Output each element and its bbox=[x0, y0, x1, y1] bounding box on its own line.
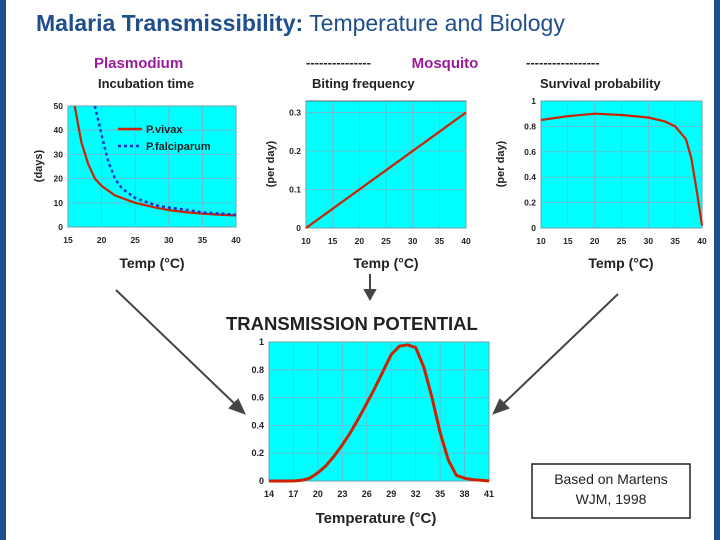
arrow-center-head bbox=[363, 289, 377, 302]
mosquito-dash-left: --------------- bbox=[306, 55, 371, 70]
x-tick-label: 38 bbox=[460, 489, 470, 499]
series-line-2 bbox=[93, 105, 237, 217]
x-tick-label: 20 bbox=[97, 235, 107, 245]
chart-1: 0 10 20 30 40 50 15 20 25 30 35 40 Incubation time Te… bbox=[33, 76, 241, 271]
x-tick-label: 35 bbox=[435, 489, 445, 499]
y-tick-label: 0.2 bbox=[251, 448, 264, 458]
x-axis-label: Temp (°C) bbox=[353, 255, 418, 271]
x-axis-label: Temp (°C) bbox=[119, 255, 184, 271]
slide: Malaria Transmissibility: Temperature an… bbox=[6, 0, 714, 540]
x-tick-label: 25 bbox=[617, 236, 627, 246]
series-line-1 bbox=[305, 111, 467, 229]
x-tick-label: 35 bbox=[198, 235, 208, 245]
legend-label-2: P.falciparum bbox=[146, 141, 211, 153]
x-tick-label: 15 bbox=[563, 236, 573, 246]
mosquito-dash-right: ----------------- bbox=[526, 55, 600, 70]
y-tick-label: 0.2 bbox=[289, 146, 301, 156]
y-tick-label: 0.6 bbox=[524, 147, 536, 157]
x-tick-label: 41 bbox=[484, 489, 494, 499]
series-line-1 bbox=[540, 112, 704, 226]
arrow-right-head bbox=[492, 398, 510, 415]
x-tick-label: 30 bbox=[644, 236, 654, 246]
x-tick-label: 10 bbox=[301, 236, 311, 246]
y-tick-label: 0.6 bbox=[251, 393, 264, 403]
y-tick-label: 30 bbox=[54, 149, 64, 159]
plot-area bbox=[268, 341, 490, 482]
y-tick-label: 0.8 bbox=[251, 365, 264, 375]
x-tick-label: 32 bbox=[411, 489, 421, 499]
y-tick-label: 50 bbox=[54, 101, 64, 111]
x-axis-label: Temperature (°C) bbox=[316, 510, 437, 527]
x-tick-label: 20 bbox=[313, 489, 323, 499]
series-line-1 bbox=[73, 105, 237, 217]
chart-title: Biting frequency bbox=[312, 76, 415, 91]
chart-2: 0 0.1 0.2 0.3 10 15 20 25 30 35 40 Biting frequency… bbox=[265, 76, 471, 271]
y-tick-label: 40 bbox=[54, 125, 64, 135]
chart-title: Survival probability bbox=[540, 76, 661, 91]
chart-title: Incubation time bbox=[98, 76, 194, 91]
arrow-left-head bbox=[228, 398, 246, 415]
x-tick-label: 17 bbox=[288, 489, 298, 499]
x-tick-label: 35 bbox=[670, 236, 680, 246]
y-axis-label: (days) bbox=[33, 149, 45, 182]
x-tick-label: 40 bbox=[231, 235, 241, 245]
chart-4: 0 0.2 0.4 0.6 0.8 1 14 17 20 23 26 29 32 35 38 41 TRANSM… bbox=[226, 313, 494, 527]
y-tick-label: 20 bbox=[54, 174, 64, 184]
x-tick-label: 29 bbox=[386, 489, 396, 499]
y-axis-label: (per day) bbox=[495, 140, 507, 187]
x-tick-label: 40 bbox=[461, 236, 471, 246]
y-tick-label: 10 bbox=[54, 198, 64, 208]
x-tick-label: 25 bbox=[130, 235, 140, 245]
y-tick-label: 1 bbox=[531, 96, 536, 106]
y-tick-label: 0.4 bbox=[524, 172, 536, 182]
arrows bbox=[115, 274, 619, 415]
arrow-left bbox=[115, 289, 239, 408]
legend-label-1: P.vivax bbox=[146, 124, 183, 136]
x-tick-label: 30 bbox=[408, 236, 418, 246]
slide-canvas: Malaria Transmissibility: Temperature an… bbox=[33, 10, 707, 527]
x-tick-label: 26 bbox=[362, 489, 372, 499]
y-tick-label: 0 bbox=[58, 222, 63, 232]
y-tick-label: 0.4 bbox=[251, 420, 264, 430]
y-tick-label: 0.2 bbox=[524, 198, 536, 208]
chart-3: 0 0.2 0.4 0.6 0.8 1 10 15 20 25 30 35 40 Survival pro… bbox=[495, 76, 707, 271]
y-tick-label: 0 bbox=[259, 476, 264, 486]
citation-line-1: Based on Martens bbox=[554, 471, 668, 487]
x-tick-label: 10 bbox=[536, 236, 546, 246]
x-tick-label: 15 bbox=[328, 236, 338, 246]
x-tick-label: 30 bbox=[164, 235, 174, 245]
y-tick-label: 0.1 bbox=[289, 185, 301, 195]
x-tick-label: 15 bbox=[63, 235, 73, 245]
x-tick-label: 25 bbox=[381, 236, 391, 246]
y-tick-label: 0 bbox=[531, 223, 536, 233]
y-tick-label: 0 bbox=[296, 223, 301, 233]
x-tick-label: 23 bbox=[337, 489, 347, 499]
x-tick-label: 14 bbox=[264, 489, 274, 499]
y-tick-label: 0.8 bbox=[524, 121, 536, 131]
x-tick-label: 35 bbox=[435, 236, 445, 246]
chart-title: TRANSMISSION POTENTIAL bbox=[226, 313, 478, 334]
citation-line-2: WJM, 1998 bbox=[576, 491, 647, 507]
group-mosquito: Mosquito bbox=[412, 55, 479, 72]
x-axis-label: Temp (°C) bbox=[588, 255, 653, 271]
x-tick-label: 40 bbox=[697, 236, 707, 246]
slide-title-bold: Malaria Transmissibility: bbox=[36, 10, 303, 36]
citation-box bbox=[531, 463, 691, 519]
y-axis-label: (per day) bbox=[265, 140, 277, 187]
y-tick-label: 1 bbox=[259, 337, 264, 347]
legend: P.vivax P.falciparum bbox=[118, 124, 211, 153]
slide-title-rest: Temperature and Biology bbox=[303, 10, 565, 36]
x-tick-label: 20 bbox=[355, 236, 365, 246]
x-tick-label: 20 bbox=[590, 236, 600, 246]
series-line-1 bbox=[269, 343, 490, 483]
group-plasmodium: Plasmodium bbox=[94, 55, 183, 72]
arrow-right bbox=[499, 293, 619, 408]
slide-title: Malaria Transmissibility: Temperature an… bbox=[36, 10, 565, 36]
y-tick-label: 0.3 bbox=[289, 108, 301, 118]
